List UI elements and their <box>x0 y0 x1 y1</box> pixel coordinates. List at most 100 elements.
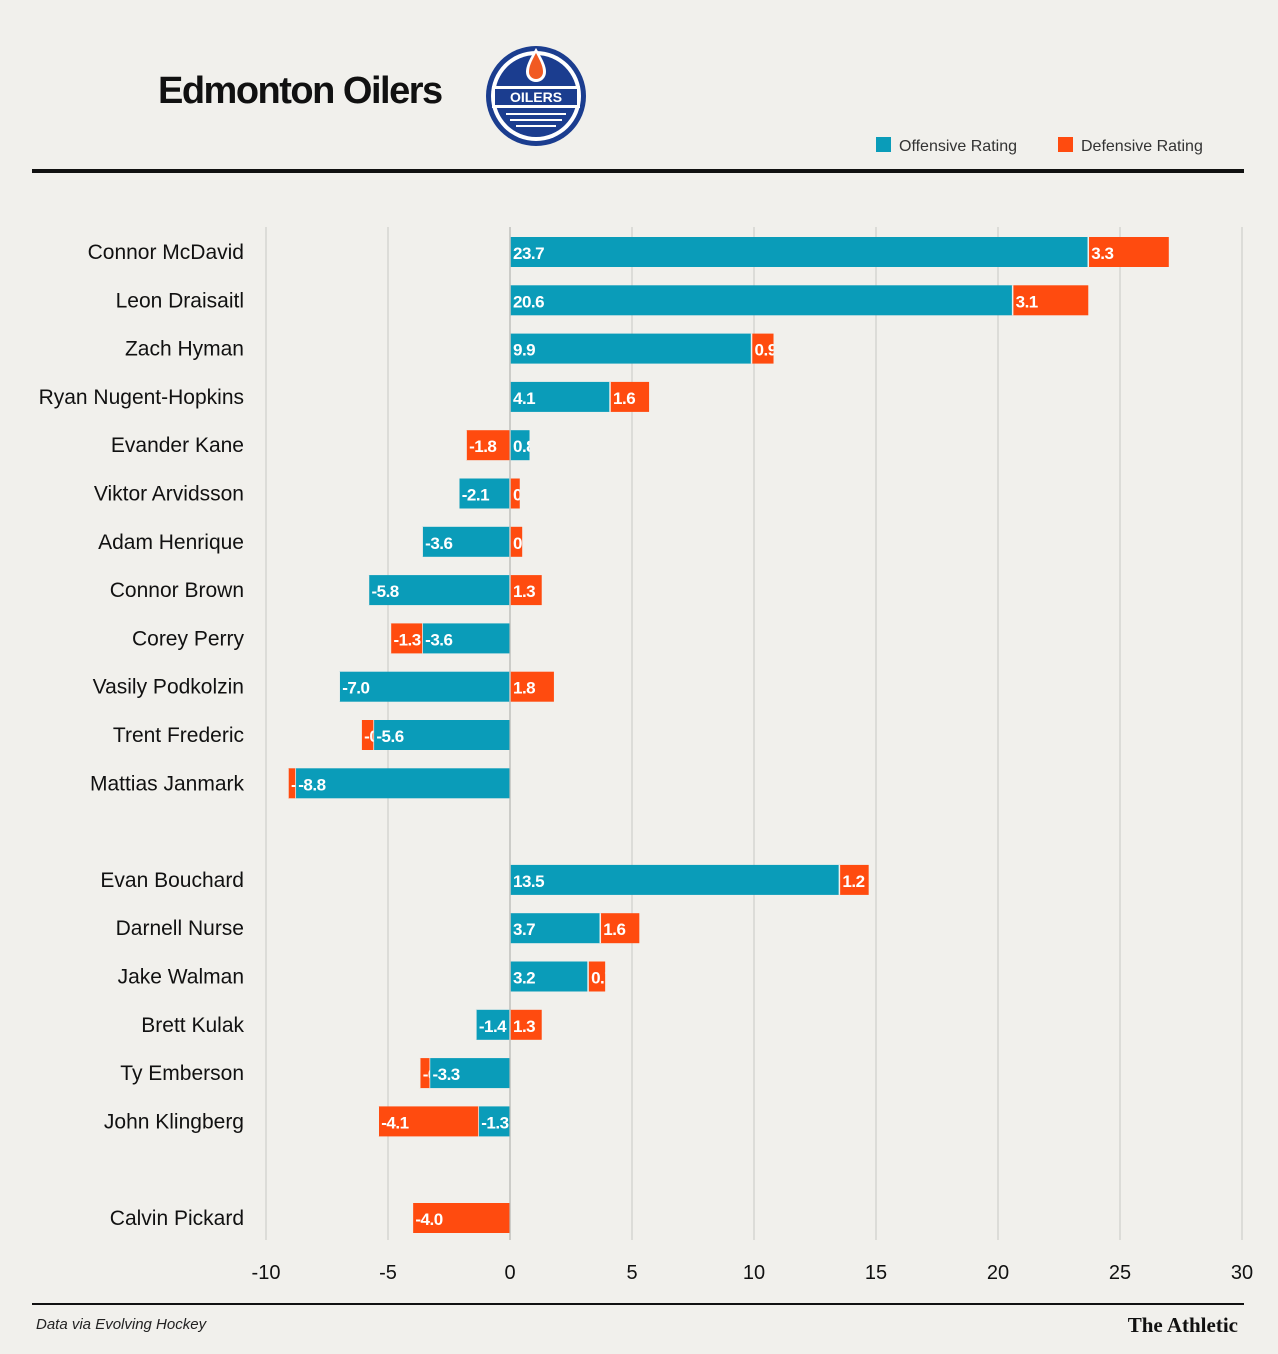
x-tick-label: -5 <box>379 1262 397 1284</box>
player-label: Adam Henrique <box>98 531 244 554</box>
player-label: Connor Brown <box>110 579 244 602</box>
defensive-bar <box>510 575 542 606</box>
offensive-bar <box>422 623 510 654</box>
defensive-bar <box>751 333 774 364</box>
player-label: Vasily Podkolzin <box>93 676 244 699</box>
offensive-bar <box>510 864 840 895</box>
defensive-value-label: 1.3 <box>513 582 535 601</box>
defensive-value-label: 0.7 <box>591 969 613 988</box>
x-tick-label: 10 <box>743 1262 765 1284</box>
player-label: Calvin Pickard <box>110 1207 244 1230</box>
defensive-value-label: 1.3 <box>513 1017 535 1036</box>
offensive-value-label: 3.2 <box>513 969 535 988</box>
logo-wordmark: OILERS <box>510 89 562 105</box>
player-label: Ty Emberson <box>120 1062 244 1085</box>
offensive-bar <box>510 333 752 364</box>
offensive-value-label: 13.5 <box>513 872 544 891</box>
player-label: Evander Kane <box>111 434 244 457</box>
legend-defensive-swatch <box>1058 137 1073 152</box>
defensive-value-label: 0.4 <box>513 486 536 505</box>
defensive-bar <box>839 864 869 895</box>
offensive-value-label: -1.3 <box>481 1113 508 1132</box>
player-label: Ryan Nugent-Hopkins <box>39 386 244 409</box>
offensive-value-label: -3.6 <box>425 534 452 553</box>
x-tick-label: 30 <box>1231 1262 1253 1284</box>
offensive-bar <box>510 285 1013 316</box>
defensive-value-label: 0.5 <box>513 534 535 553</box>
defensive-value-label: 1.8 <box>513 679 535 698</box>
offensive-bar <box>373 720 510 750</box>
player-label: Brett Kulak <box>141 1014 244 1037</box>
defensive-value-label: -4.0 <box>415 1210 442 1229</box>
defensive-value-label: -0.4 <box>423 1065 451 1084</box>
offensive-value-label: 23.7 <box>513 244 544 263</box>
defensive-bar <box>510 478 520 509</box>
defensive-bar <box>600 913 640 944</box>
defensive-value-label: 1.6 <box>603 920 625 939</box>
defensive-value-label: 1.6 <box>613 389 635 408</box>
player-label: John Klingberg <box>104 1110 244 1133</box>
defensive-value-label: 3.1 <box>1016 292 1038 311</box>
offensive-value-label: -3.6 <box>425 630 452 649</box>
offensive-bar <box>368 575 510 606</box>
offensive-value-label: 4.1 <box>513 389 535 408</box>
header-rule <box>32 169 1244 173</box>
player-label: Zach Hyman <box>125 338 244 361</box>
defensive-bar <box>378 1106 479 1137</box>
defensive-bar <box>361 720 374 750</box>
offensive-value-label: 20.6 <box>513 292 544 311</box>
offensive-bar <box>478 1106 510 1137</box>
source-note: Data via Evolving Hockey <box>36 1316 207 1333</box>
defensive-bar <box>1088 237 1169 267</box>
defensive-bar <box>510 526 523 557</box>
offensive-bar <box>510 961 589 992</box>
player-label: Evan Bouchard <box>100 869 244 892</box>
defensive-value-label: 3.3 <box>1091 244 1113 263</box>
player-label: Jake Walman <box>118 966 244 989</box>
legend-offensive-label: Offensive Rating <box>899 138 1017 155</box>
player-label: Darnell Nurse <box>116 917 244 940</box>
offensive-bar <box>339 671 510 702</box>
offensive-value-label: 9.9 <box>513 341 535 360</box>
defensive-bar <box>588 961 606 992</box>
defensive-value-label: -1.3 <box>393 630 420 649</box>
x-tick-label: 25 <box>1109 1262 1131 1284</box>
offensive-bar <box>510 430 530 461</box>
x-tick-label: 15 <box>865 1262 887 1284</box>
offensive-value-label: -1.4 <box>479 1017 507 1036</box>
chart-title: Edmonton Oilers <box>158 70 443 112</box>
offensive-bar <box>422 526 510 557</box>
player-label: Corey Perry <box>132 627 245 650</box>
offensive-value-label: -3.3 <box>432 1065 459 1084</box>
offensive-bar <box>510 381 611 412</box>
defensive-value-label: 1.2 <box>842 872 864 891</box>
offensive-value-label: -5.8 <box>371 582 398 601</box>
defensive-value-label: -1.8 <box>469 437 496 456</box>
defensive-bar <box>510 1009 542 1040</box>
x-tick-label: -10 <box>252 1262 281 1284</box>
player-label: Trent Frederic <box>113 724 244 747</box>
offensive-bar <box>510 237 1089 267</box>
defensive-value-label: -4.1 <box>381 1113 408 1132</box>
player-label: Connor McDavid <box>88 241 244 264</box>
offensive-bar <box>475 1009 510 1040</box>
defensive-bar <box>390 623 423 654</box>
player-label: Leon Draisaitl <box>116 289 244 312</box>
legend-offensive-swatch <box>876 137 891 152</box>
oilers-logo: OILERS <box>486 46 586 146</box>
offensive-bar <box>295 768 510 799</box>
player-label: Viktor Arvidsson <box>94 483 244 506</box>
legend-defensive: Defensive Rating <box>1058 137 1203 156</box>
legend-offensive: Offensive Rating <box>876 137 1017 156</box>
legend-defensive-label: Defensive Rating <box>1081 138 1203 155</box>
defensive-bar <box>510 671 554 702</box>
offensive-bar <box>458 478 510 509</box>
x-tick-label: 0 <box>504 1262 515 1284</box>
defensive-bar <box>610 381 650 412</box>
logo-drop <box>529 53 543 79</box>
offensive-value-label: 3.7 <box>513 920 535 939</box>
offensive-value-label: -8.8 <box>298 775 325 794</box>
defensive-bar <box>1012 285 1089 316</box>
